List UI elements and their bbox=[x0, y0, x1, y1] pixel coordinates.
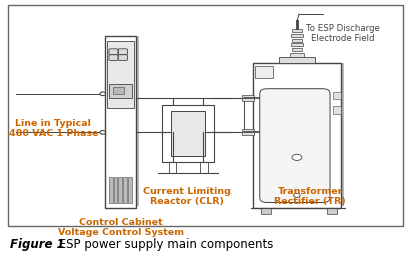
FancyBboxPatch shape bbox=[118, 49, 127, 54]
Text: Transformer
Rectifier (TR): Transformer Rectifier (TR) bbox=[275, 187, 346, 206]
FancyBboxPatch shape bbox=[118, 55, 127, 60]
Bar bbox=[291, 34, 302, 37]
Bar bbox=[169, 161, 176, 173]
Bar bbox=[291, 43, 302, 46]
Bar bbox=[113, 87, 124, 94]
Bar bbox=[292, 39, 302, 42]
Text: ESP power supply main components: ESP power supply main components bbox=[55, 237, 274, 251]
Bar bbox=[109, 84, 132, 98]
FancyBboxPatch shape bbox=[109, 49, 118, 54]
Bar bbox=[341, 63, 344, 206]
Bar bbox=[162, 105, 214, 162]
Bar bbox=[123, 177, 127, 203]
Bar bbox=[290, 53, 303, 57]
Text: To ESP Discharge
Electrode Field: To ESP Discharge Electrode Field bbox=[306, 24, 380, 43]
Bar bbox=[327, 208, 337, 214]
Bar bbox=[107, 41, 134, 108]
Text: Figure 1: Figure 1 bbox=[10, 237, 65, 251]
Circle shape bbox=[293, 193, 300, 197]
Circle shape bbox=[100, 92, 106, 96]
Bar bbox=[242, 128, 254, 135]
Bar bbox=[105, 36, 136, 208]
Bar bbox=[261, 208, 271, 214]
Bar bbox=[136, 36, 139, 206]
Bar bbox=[279, 57, 315, 63]
FancyBboxPatch shape bbox=[260, 89, 330, 203]
Bar bbox=[333, 91, 341, 99]
Bar bbox=[292, 48, 302, 51]
Bar bbox=[109, 177, 113, 203]
FancyBboxPatch shape bbox=[109, 55, 118, 60]
Text: Control Cabinet
Voltage Control System: Control Cabinet Voltage Control System bbox=[58, 218, 184, 237]
Circle shape bbox=[100, 131, 106, 134]
Circle shape bbox=[292, 154, 302, 160]
Text: Current Limiting
Reactor (CLR): Current Limiting Reactor (CLR) bbox=[143, 187, 231, 206]
Bar bbox=[242, 95, 254, 101]
Bar bbox=[8, 5, 403, 226]
Bar bbox=[171, 111, 205, 156]
Bar bbox=[118, 177, 122, 203]
Bar bbox=[253, 63, 341, 208]
Bar bbox=[113, 177, 118, 203]
Bar bbox=[333, 106, 341, 114]
Bar bbox=[292, 29, 302, 32]
Text: Line in Typical
480 VAC 1 Phase: Line in Typical 480 VAC 1 Phase bbox=[9, 119, 98, 138]
Bar bbox=[200, 161, 208, 173]
Bar bbox=[128, 177, 132, 203]
Bar bbox=[255, 66, 273, 78]
